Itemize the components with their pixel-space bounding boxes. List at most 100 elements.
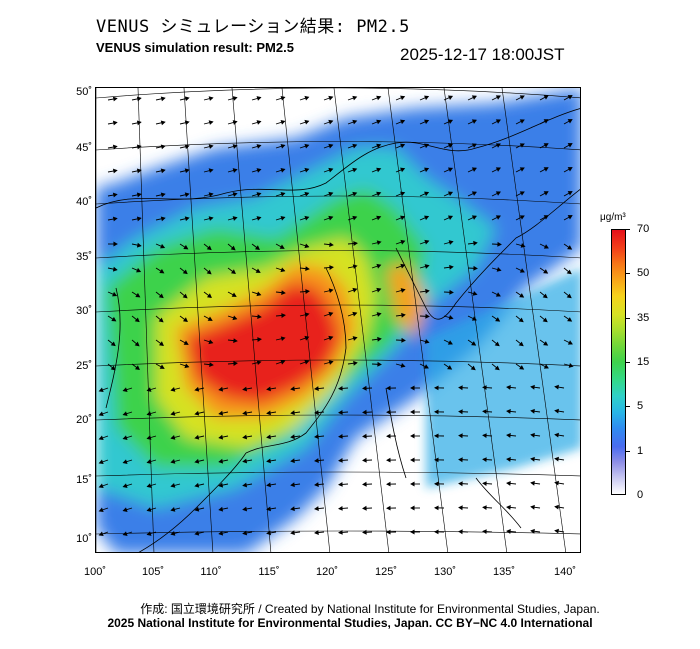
wind-arrow-head [530,408,535,414]
wind-arrow-head [266,434,271,440]
wind-arrow-head [473,240,478,246]
wind-arrow-head [376,191,382,197]
wind-arrow-head [519,143,525,148]
wind-arrow-head [566,269,572,275]
wind-arrow-head [328,119,334,125]
wind-arrow-head [170,411,176,416]
wind-arrow-head [506,384,511,390]
wind-arrow-head [232,144,238,149]
wind-arrow-head [519,365,525,370]
wind-arrow-head [304,215,310,221]
wind-arrow-head [425,288,430,294]
wind-arrow-head [182,317,188,322]
wind-arrow-head [280,267,286,273]
wind-arrow-head [134,317,140,323]
wind-arrow-head [338,458,343,463]
wind-arrow-head [290,386,295,392]
wind-arrow-head [304,95,310,101]
wind-arrow-head [194,530,200,536]
wind-arrow-head [471,341,477,346]
wind-arrow-head [352,336,358,341]
wind-arrow-head [352,191,358,197]
wind-arrow-head [328,95,334,101]
wind-arrow-head [208,120,214,125]
wind-arrow-head [194,386,200,392]
colorbar-tick-35: 35 [637,312,650,324]
wind-arrow-head [376,312,382,317]
wind-arrow-head [304,119,310,125]
wind-arrow-head [352,264,358,270]
wind-arrow-head [159,364,165,369]
wind-arrow-head [183,244,189,250]
open-ocean-lowband [426,268,580,488]
wind-arrow-head [170,435,176,440]
wind-arrow-head [518,341,524,347]
wind-arrow-head [506,480,511,486]
wind-arrow-head [136,120,142,126]
wind-arrow-head [280,359,286,365]
wind-arrow-head [256,192,262,197]
wind-arrow-head [471,119,477,124]
wind-arrow-head [328,335,334,341]
wind-arrow-head [362,433,367,439]
wind-arrow-head [160,96,166,102]
wind-arrow-head [338,506,343,511]
lon-label-130: 130˚ [433,566,457,578]
wind-arrow-head [520,243,526,248]
wind-arrow-head [329,242,334,248]
wind-arrow-head [400,143,406,149]
wind-arrow-head [160,120,166,126]
wind-arrow-head [471,191,477,196]
wind-arrow-head [208,339,214,345]
wind-arrow-head [170,483,176,488]
wind-arrow-head [194,410,200,416]
wind-arrow-head [506,432,511,438]
colorbar-tick-1: 1 [637,445,644,457]
wind-arrow-head [352,143,358,149]
wind-arrow-head [280,192,286,197]
wind-arrow-head [410,409,415,415]
wind-arrow-head [112,96,118,102]
wind-arrow-head [543,143,549,148]
wind-arrow-head [471,143,477,148]
wind-arrow-head [304,335,310,341]
wind-arrow-head [338,434,343,439]
wind-arrow-head [567,167,573,172]
wind-arrow-head [281,290,286,296]
wind-arrow-head [122,459,128,464]
wind-arrow-head [352,167,358,173]
wind-arrow-head [519,268,525,273]
wind-arrow-head [458,505,463,511]
wind-arrow-head [160,144,166,150]
wind-arrow-head [410,385,415,391]
wind-arrow-head [496,267,502,272]
title-japanese: VENUS シミュレーション結果: PM2.5 [96,17,410,37]
wind-arrow-head [401,312,406,318]
wind-arrow-head [280,96,286,101]
wind-arrow-head [470,365,476,371]
wind-arrow-head [495,292,501,297]
wind-arrow-head [447,215,454,220]
wind-arrow-head [424,95,430,101]
wind-arrow-head [482,481,487,486]
wind-arrow-head [146,507,152,512]
wind-arrow-head [158,317,164,323]
wind-arrow-head [495,317,501,322]
wind-arrow-head [304,312,310,318]
title-english: VENUS simulation result: PM2.5 [96,40,294,55]
lat-label-10: 10˚ [76,533,92,545]
wind-arrow-head [232,168,238,173]
wind-arrow-head [447,167,454,172]
wind-arrow-head [377,336,382,342]
wind-arrow-head [362,457,367,463]
wind-arrow-head [567,95,573,100]
wind-arrow-head [146,387,152,392]
wind-arrow-head [218,434,224,440]
wind-arrow-head [352,119,358,125]
wind-arrow-head [206,245,212,251]
wind-arrow-head [112,168,118,174]
wind-arrow-head [447,119,454,124]
wind-arrow-head [447,191,454,196]
wind-arrow-head [230,269,236,274]
wind-arrow-head [447,95,454,100]
